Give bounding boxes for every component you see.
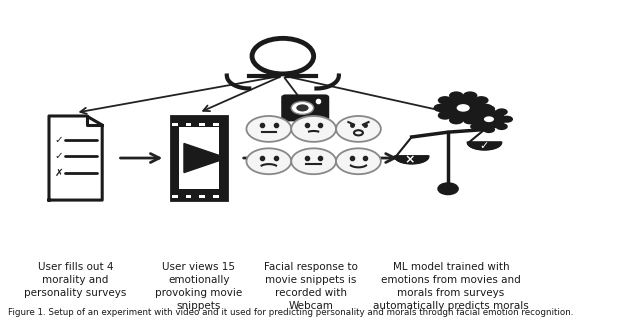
Circle shape [470,123,483,130]
Text: Figure 1. Setup of an experiment with video and it used for predicting personali: Figure 1. Setup of an experiment with vi… [8,308,573,316]
Circle shape [483,105,495,113]
Circle shape [246,148,291,174]
FancyBboxPatch shape [179,127,219,189]
Text: ML model trained with
emotions from movies and
morals from surveys
automatically: ML model trained with emotions from movi… [373,262,529,311]
Circle shape [474,96,488,105]
Text: ✗: ✗ [54,168,63,178]
Circle shape [484,116,494,122]
Text: ✓: ✓ [480,141,489,151]
Polygon shape [49,116,102,200]
Circle shape [246,116,291,142]
Circle shape [442,95,485,120]
FancyBboxPatch shape [200,122,205,126]
Circle shape [336,148,381,174]
Circle shape [438,183,458,194]
FancyBboxPatch shape [171,116,227,200]
Text: ✓: ✓ [54,135,63,144]
FancyBboxPatch shape [172,122,177,126]
Circle shape [472,110,506,129]
Circle shape [465,116,477,123]
Text: User fills out 4
morality and
personality surveys: User fills out 4 morality and personalit… [24,262,127,298]
Circle shape [470,108,483,115]
Circle shape [463,116,477,124]
Circle shape [438,96,452,105]
Polygon shape [468,142,501,150]
FancyBboxPatch shape [200,195,205,198]
Circle shape [483,126,495,133]
Circle shape [478,104,493,112]
Circle shape [500,116,513,123]
Circle shape [291,101,314,114]
Circle shape [291,148,336,174]
Circle shape [495,123,508,130]
Polygon shape [184,143,227,173]
Circle shape [438,111,452,120]
Text: User views 15
emotionally
provoking movie
snippets: User views 15 emotionally provoking movi… [155,262,243,311]
Circle shape [495,108,508,115]
FancyBboxPatch shape [213,122,219,126]
Text: ✓: ✓ [54,151,63,161]
Circle shape [463,91,477,100]
Circle shape [474,111,488,120]
Circle shape [336,116,381,142]
FancyBboxPatch shape [186,122,191,126]
FancyBboxPatch shape [172,195,177,198]
Polygon shape [395,156,428,164]
Text: Facial response to
movie snippets is
recorded with
Webcam: Facial response to movie snippets is rec… [264,262,358,311]
Circle shape [296,104,308,112]
Text: ×: × [404,153,415,166]
Circle shape [449,116,463,124]
Circle shape [456,104,470,112]
Circle shape [433,104,448,112]
FancyBboxPatch shape [282,95,328,120]
FancyBboxPatch shape [213,195,219,198]
Circle shape [449,91,463,100]
Circle shape [291,116,336,142]
FancyBboxPatch shape [186,195,191,198]
